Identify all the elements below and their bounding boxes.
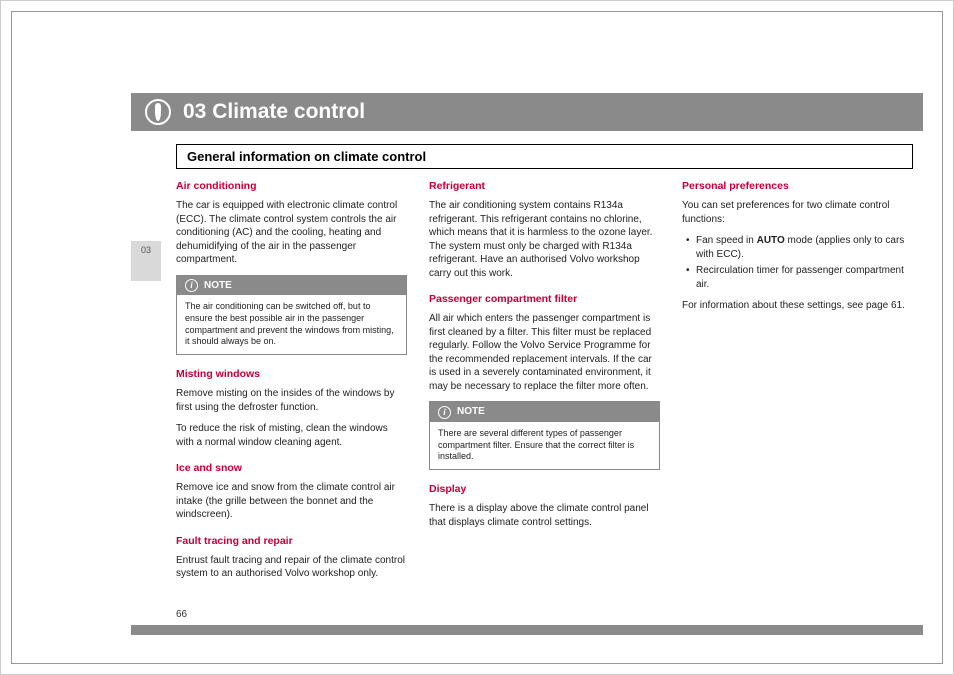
- column-3: Personal preferences You can set prefere…: [682, 179, 913, 584]
- bullet-pre: Fan speed in: [696, 235, 757, 246]
- body-misting-2: To reduce the risk of misting, clean the…: [176, 422, 407, 449]
- heading-refrigerant: Refrigerant: [429, 179, 660, 193]
- body-display: There is a display above the climate con…: [429, 502, 660, 529]
- list-item: Recirculation timer for passenger compar…: [684, 264, 913, 291]
- prefs-bullet-list: Fan speed in AUTO mode (applies only to …: [682, 234, 913, 291]
- note-body-2: There are several different types of pas…: [430, 422, 659, 469]
- info-icon: i: [185, 279, 198, 292]
- thermometer-icon: [145, 99, 171, 125]
- heading-fault: Fault tracing and repair: [176, 534, 407, 548]
- note-label-2: NOTE: [457, 405, 485, 419]
- chapter-header: 03 Climate control: [131, 93, 923, 131]
- body-misting-1: Remove misting on the insides of the win…: [176, 387, 407, 414]
- heading-ice: Ice and snow: [176, 461, 407, 475]
- heading-misting: Misting windows: [176, 367, 407, 381]
- note-header-2: i NOTE: [430, 402, 659, 422]
- bullet-pre: Recirculation timer for passenger compar…: [696, 265, 904, 290]
- note-box-1: i NOTE The air conditioning can be switc…: [176, 275, 407, 355]
- note-box-2: i NOTE There are several different types…: [429, 401, 660, 470]
- heading-air-conditioning: Air conditioning: [176, 179, 407, 193]
- heading-filter: Passenger compartment filter: [429, 292, 660, 306]
- content-columns: Air conditioning The car is equipped wit…: [176, 179, 913, 584]
- column-2: Refrigerant The air conditioning system …: [429, 179, 660, 584]
- list-item: Fan speed in AUTO mode (applies only to …: [684, 234, 913, 261]
- page-number: 66: [176, 609, 187, 620]
- body-air-conditioning: The car is equipped with electronic clim…: [176, 199, 407, 267]
- body-filter: All air which enters the passenger compa…: [429, 312, 660, 393]
- body-refrigerant: The air conditioning system contains R13…: [429, 199, 660, 280]
- info-icon: i: [438, 406, 451, 419]
- chapter-title: 03 Climate control: [183, 100, 365, 124]
- heading-display: Display: [429, 482, 660, 496]
- body-prefs-outro: For information about these settings, se…: [682, 299, 913, 313]
- note-header-1: i NOTE: [177, 276, 406, 296]
- heading-prefs: Personal preferences: [682, 179, 913, 193]
- body-fault: Entrust fault tracing and repair of the …: [176, 554, 407, 581]
- section-title-box: General information on climate control: [176, 144, 913, 169]
- section-title: General information on climate control: [187, 149, 902, 164]
- note-body-1: The air conditioning can be switched off…: [177, 295, 406, 354]
- body-prefs-intro: You can set preferences for two climate …: [682, 199, 913, 226]
- column-1: Air conditioning The car is equipped wit…: [176, 179, 407, 584]
- bullet-bold: AUTO: [757, 235, 785, 246]
- chapter-tab-number: 03: [141, 245, 151, 255]
- chapter-tab: 03: [131, 241, 161, 281]
- note-label-1: NOTE: [204, 279, 232, 293]
- body-ice: Remove ice and snow from the climate con…: [176, 481, 407, 522]
- footer-bar: [131, 625, 923, 635]
